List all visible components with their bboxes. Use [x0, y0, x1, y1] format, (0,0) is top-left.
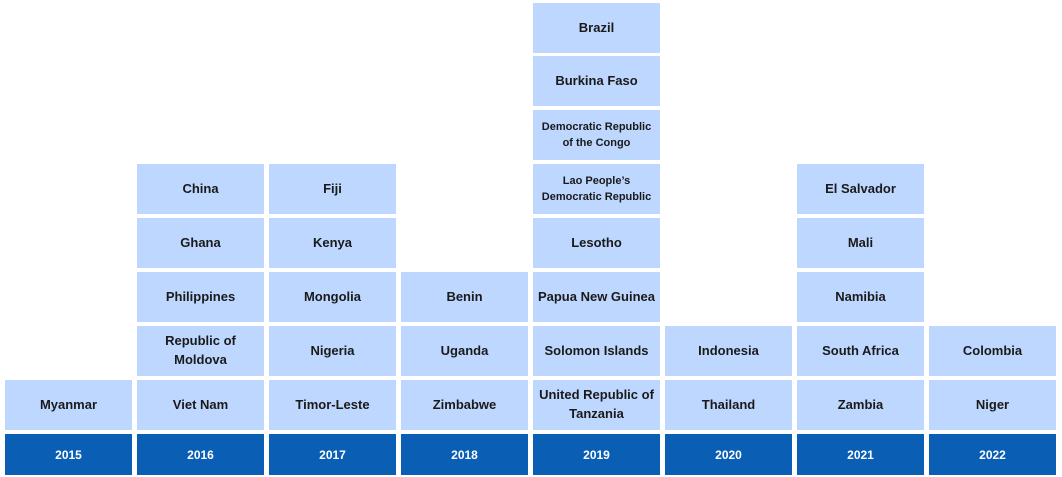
country-cell-united-republic-of-tanzania: United Republic of Tanzania — [533, 380, 660, 430]
country-cell-niger: Niger — [929, 380, 1056, 430]
country-cell-benin: Benin — [401, 272, 528, 322]
country-cell-democratic-republic-of-the-congo: Democratic Republic of the Congo — [533, 110, 660, 160]
country-cell-lesotho: Lesotho — [533, 218, 660, 268]
year-column-2017: Timor-Leste Nigeria Mongolia Kenya Fiji 2017 — [269, 0, 396, 477]
country-cell-nigeria: Nigeria — [269, 326, 396, 376]
year-column-2020: Thailand Indonesia 2020 — [665, 0, 792, 477]
year-column-2018: Zimbabwe Uganda Benin 2018 — [401, 0, 528, 477]
country-cell-burkina-faso: Burkina Faso — [533, 56, 660, 106]
country-cell-republic-of-moldova: Republic of Moldova — [137, 326, 264, 376]
country-cell-brazil: Brazil — [533, 3, 660, 53]
country-cell-papua-new-guinea: Papua New Guinea — [533, 272, 660, 322]
country-cell-kenya: Kenya — [269, 218, 396, 268]
year-label-2022: 2022 — [929, 434, 1056, 475]
year-label-2018: 2018 — [401, 434, 528, 475]
year-column-2015: Myanmar 2015 — [5, 0, 132, 477]
country-cell-myanmar: Myanmar — [5, 380, 132, 430]
country-cell-solomon-islands: Solomon Islands — [533, 326, 660, 376]
country-cell-zimbabwe: Zimbabwe — [401, 380, 528, 430]
year-column-2016: Viet Nam Republic of Moldova Philippines Gh… — [137, 0, 264, 477]
year-label-2016: 2016 — [137, 434, 264, 475]
country-cell-timor-leste: Timor-Leste — [269, 380, 396, 430]
year-label-2019: 2019 — [533, 434, 660, 475]
year-label-2021: 2021 — [797, 434, 924, 475]
country-cell-fiji: Fiji — [269, 164, 396, 214]
country-cell-mali: Mali — [797, 218, 924, 268]
country-cell-thailand: Thailand — [665, 380, 792, 430]
country-cell-uganda: Uganda — [401, 326, 528, 376]
country-cell-philippines: Philippines — [137, 272, 264, 322]
year-label-2015: 2015 — [5, 434, 132, 475]
year-column-2022: Niger Colombia 2022 — [929, 0, 1056, 477]
year-column-2021: Zambia South Africa Namibia Mali El Salvador… — [797, 0, 924, 477]
country-cell-ghana: Ghana — [137, 218, 264, 268]
country-cell-mongolia: Mongolia — [269, 272, 396, 322]
country-cell-south-africa: South Africa — [797, 326, 924, 376]
country-cell-indonesia: Indonesia — [665, 326, 792, 376]
country-cell-namibia: Namibia — [797, 272, 924, 322]
country-cell-zambia: Zambia — [797, 380, 924, 430]
country-cell-el-salvador: El Salvador — [797, 164, 924, 214]
country-cell-lao-peoples-democratic-republic: Lao People’s Democratic Republic — [533, 164, 660, 214]
country-cell-china: China — [137, 164, 264, 214]
year-column-2019: United Republic of Tanzania Solomon Islan… — [533, 0, 660, 477]
country-cell-viet-nam: Viet Nam — [137, 380, 264, 430]
country-cell-colombia: Colombia — [929, 326, 1056, 376]
year-label-2017: 2017 — [269, 434, 396, 475]
year-label-2020: 2020 — [665, 434, 792, 475]
